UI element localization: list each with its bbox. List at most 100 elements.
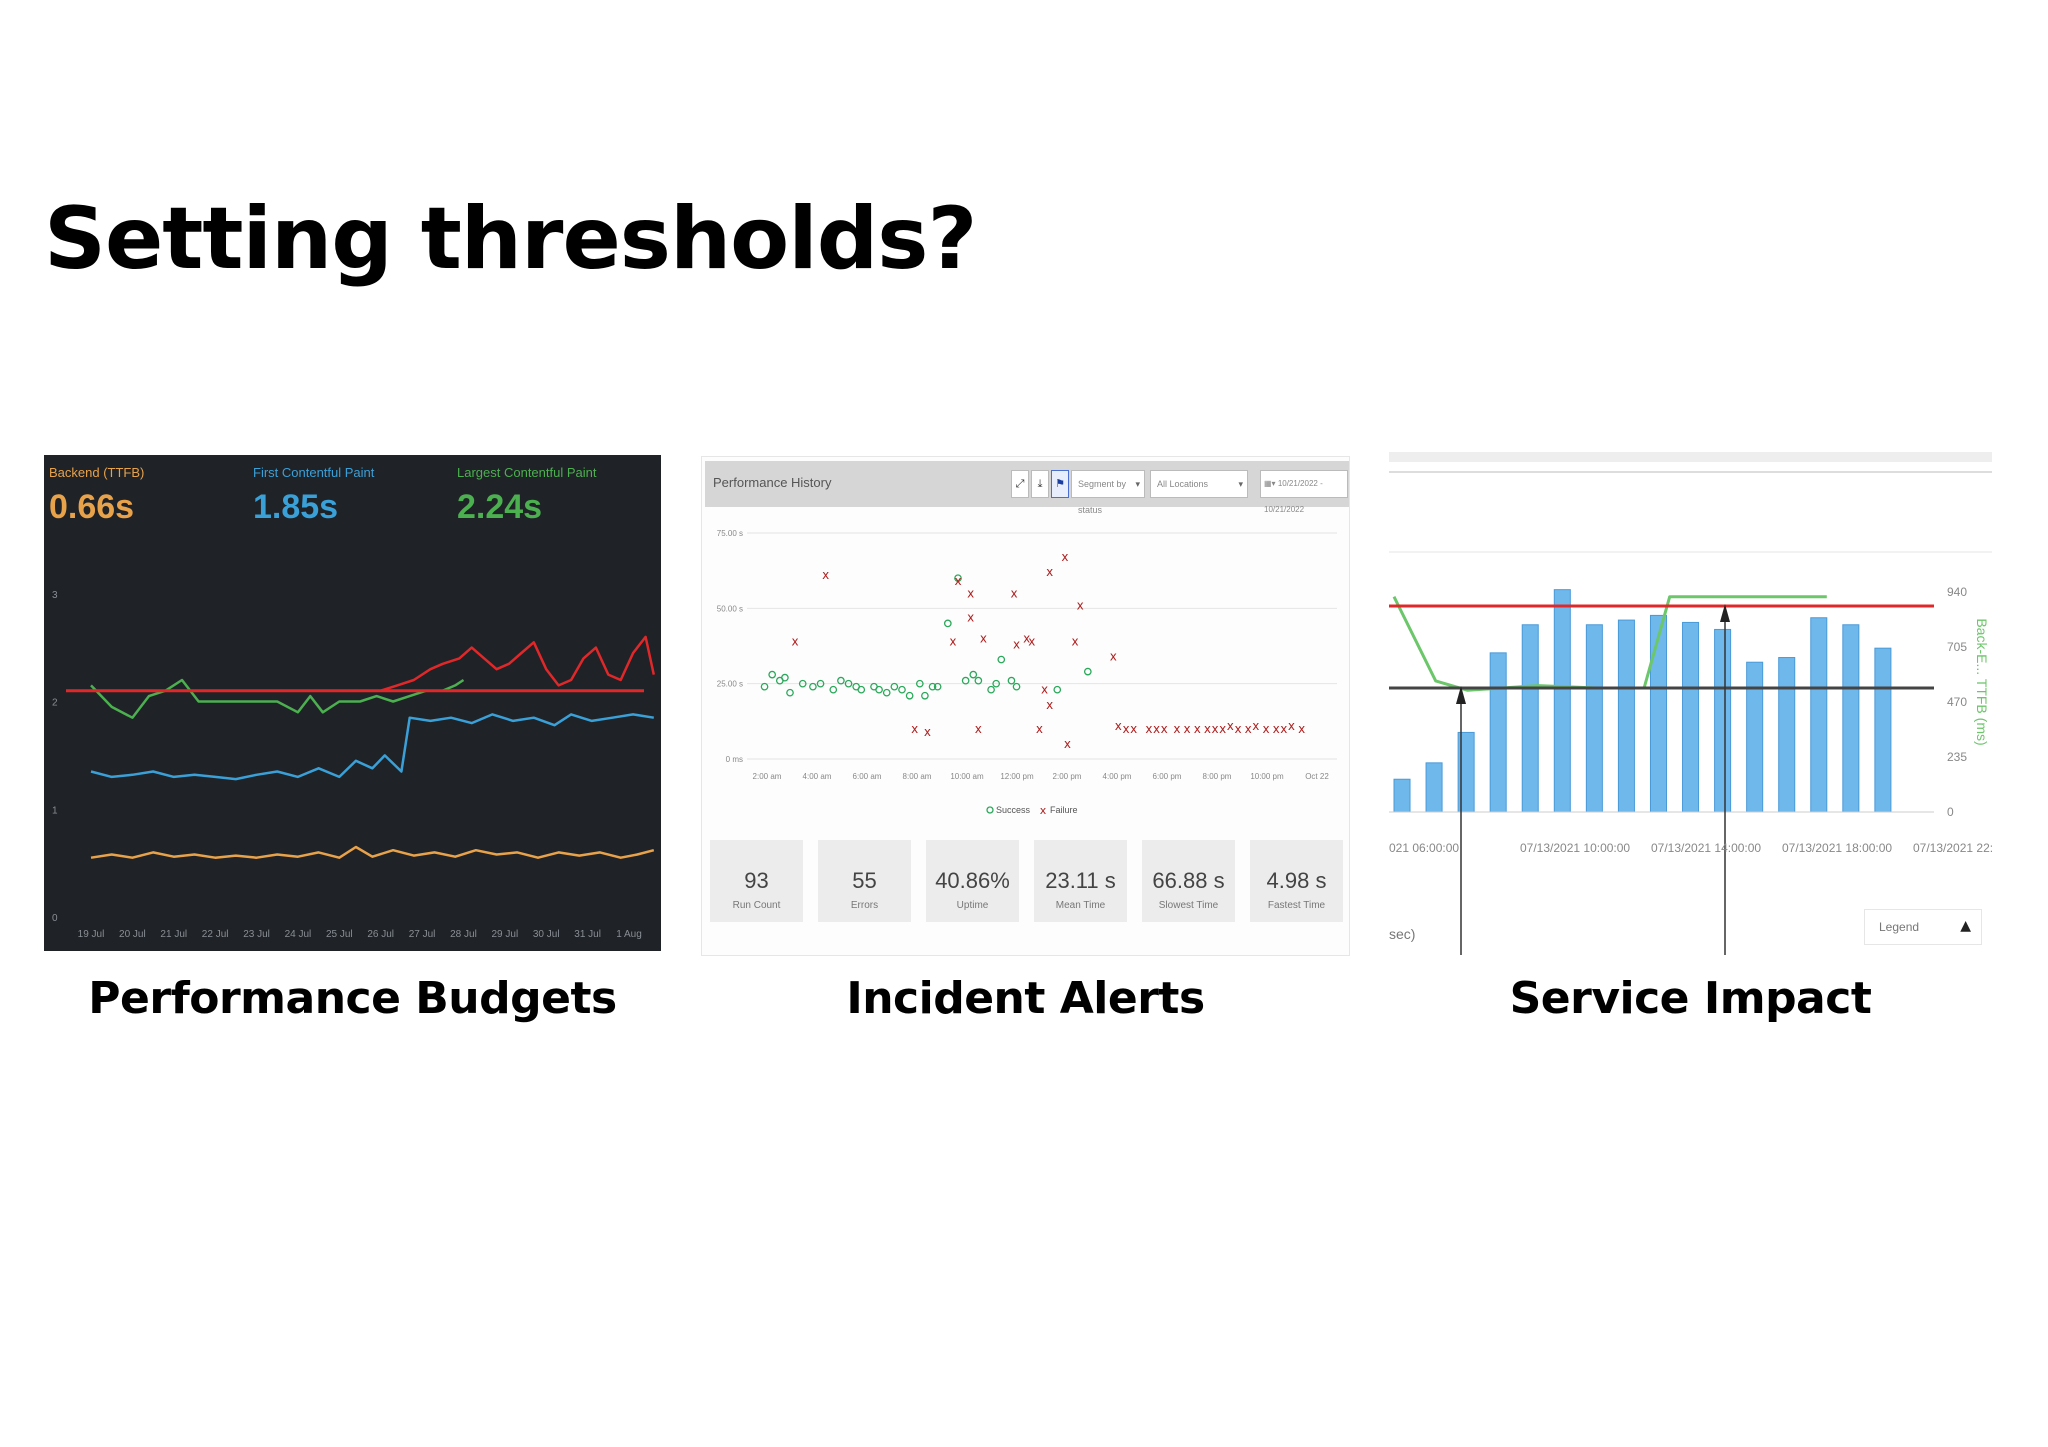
failure-point: x (1280, 722, 1287, 736)
x-tick-label: 6:00 am (853, 772, 882, 781)
y2-tick-label: 470 (1947, 695, 1967, 709)
x-axis-label: sec) (1389, 926, 1415, 942)
bar (1649, 614, 1667, 813)
stat-value: 23.11 s (1045, 868, 1116, 893)
date-range-text: 10/21/2022 - 10/21/2022 (1264, 479, 1323, 514)
success-point (987, 685, 995, 694)
header-strip (1389, 452, 1992, 462)
failure-point: x (1252, 719, 1259, 733)
arrow-head-icon (1720, 604, 1730, 623)
incident-alerts-panel: Performance History ⤢ ⤓ ⚑ Segment by sta… (701, 456, 1350, 956)
success-point (997, 655, 1006, 664)
bar (1425, 762, 1443, 813)
triangle-up-icon: ▲ (1960, 918, 1971, 934)
stat-label: Errors (850, 900, 879, 911)
x-tick-label: 07/13/2021 14:00:00 (1651, 841, 1761, 855)
caption-incident-alerts: Incident Alerts (846, 973, 1205, 1024)
x-tick-label: 28 Jul (450, 929, 477, 940)
failure-point: x (1288, 719, 1295, 733)
x-tick-label: 21 Jul (160, 929, 187, 940)
failure-point: x (980, 631, 987, 645)
failure-point: x (1061, 550, 1068, 564)
failure-point: x (1194, 722, 1201, 736)
caption-performance-budgets: Performance Budgets (88, 973, 617, 1024)
x-tick-label: 26 Jul (367, 929, 394, 940)
failure-point: x (1145, 722, 1152, 736)
failure-point: x (1184, 722, 1191, 736)
success-point (898, 685, 906, 694)
performance-history-scatter: 0 ms 25.00 s 50.00 s 75.00 s 2:00 am 4:00 am 6… (717, 529, 1337, 817)
failure-point: x (1046, 698, 1053, 712)
x-tick-label: 19 Jul (78, 929, 105, 940)
success-point (857, 685, 866, 694)
x-tick-label: 8:00 pm (1203, 772, 1232, 781)
performance-history-header: Performance History ⤢ ⤓ ⚑ Segment by sta… (705, 461, 1349, 515)
failure-point: x (1028, 634, 1035, 648)
bar (1617, 619, 1635, 813)
failure-point: x (1041, 683, 1048, 697)
slide-title: Setting thresholds? (44, 189, 977, 289)
success-point (829, 685, 838, 694)
success-point (875, 685, 883, 694)
flag-icon[interactable]: ⚑ (1051, 470, 1069, 498)
x-tick-label: 27 Jul (409, 929, 436, 940)
legend-success-marker (986, 806, 994, 814)
stat-value: 4.98 s (1266, 868, 1327, 893)
x-tick-label: 23 Jul (243, 929, 270, 940)
success-point (954, 574, 962, 583)
metric-value: 2.24s (457, 488, 543, 526)
success-point (809, 682, 817, 691)
failure-point: x (1234, 722, 1241, 736)
bar (1874, 647, 1892, 813)
x-tick-label: 6:00 pm (1153, 772, 1182, 781)
failure-point: x (975, 722, 982, 736)
y2-tick-label: 0 (1947, 805, 1954, 819)
expand-icon[interactable]: ⤢ (1011, 470, 1029, 498)
legend-success-label: Success (996, 805, 1031, 815)
y-tick-label: 25.00 s (717, 680, 743, 689)
stat-label: Run Count (732, 900, 781, 911)
y-tick-label: 1 (52, 805, 58, 816)
failure-point: x (967, 610, 974, 624)
metric-value: 1.85s (253, 488, 339, 526)
bar (1553, 589, 1571, 813)
failure-point: x (1010, 586, 1017, 600)
bar (1585, 624, 1603, 813)
bar (1682, 621, 1700, 813)
y2-tick-label: 235 (1947, 750, 1967, 764)
failure-point: x (1262, 722, 1269, 736)
legend-dropdown[interactable]: Legend ▲ (1864, 909, 1982, 945)
success-point (837, 676, 845, 685)
success-point (760, 682, 769, 691)
success-point (786, 688, 794, 697)
x-tick-label: 8:00 am (903, 772, 932, 781)
stat-fastest-time: 4.98 s Fastest Time (1250, 840, 1343, 922)
date-range-picker[interactable]: ▦▾ 10/21/2022 - 10/21/2022 (1260, 470, 1348, 514)
failure-point: x (1064, 737, 1071, 751)
stat-run-count: 93 Run Count (710, 840, 803, 922)
failure-point: x (1204, 722, 1211, 736)
failure-point: x (1077, 598, 1084, 612)
failure-point: x (1110, 650, 1117, 664)
stat-uptime: 40.86% Uptime (926, 840, 1019, 922)
y-tick-label: 75.00 s (717, 529, 743, 538)
segment-select[interactable]: Segment by status ▾ (1071, 470, 1145, 515)
bar (1842, 624, 1860, 813)
stat-value: 55 (852, 868, 877, 893)
failure-point: x (954, 574, 961, 588)
success-point (844, 679, 853, 688)
stat-slowest-time: 66.88 s Slowest Time (1142, 840, 1235, 922)
x-tick-label: 2:00 pm (1053, 772, 1082, 781)
success-point (816, 679, 825, 688)
x-tick-label: 24 Jul (285, 929, 312, 940)
download-icon[interactable]: ⤓ (1031, 470, 1049, 498)
success-point (921, 691, 929, 700)
metric-value: 0.66s (49, 488, 135, 526)
success-point (781, 673, 789, 682)
failure-point: x (1212, 722, 1219, 736)
stat-label: Mean Time (1055, 900, 1106, 911)
x-tick-label: 30 Jul (533, 929, 560, 940)
x-tick-label: 20 Jul (119, 929, 146, 940)
y-tick-label: 3 (52, 590, 58, 601)
location-select[interactable]: All Locations ▾ (1150, 470, 1248, 498)
